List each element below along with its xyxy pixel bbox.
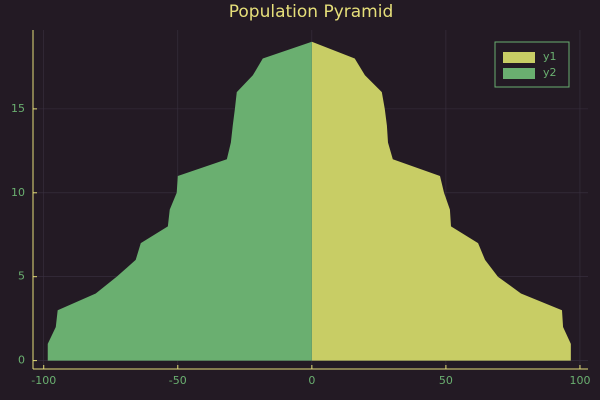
legend-box (494, 41, 570, 88)
y-tick-label: 5 (18, 270, 25, 283)
x-tick-label: -50 (169, 374, 187, 387)
x-tick-label: -100 (31, 374, 56, 387)
y-tick-label: 10 (11, 186, 25, 199)
chart-title: Population Pyramid (229, 2, 394, 22)
x-tick-label: 0 (308, 374, 315, 387)
legend-swatch (503, 52, 535, 63)
legend-label: y2 (543, 66, 557, 79)
area (47, 41, 312, 361)
legend-swatch (503, 68, 535, 79)
x-tick-label: 50 (439, 374, 453, 387)
area (311, 41, 571, 361)
x-tick-label: 100 (569, 374, 590, 387)
y-tick-label: 15 (11, 102, 25, 115)
legend-label: y1 (543, 50, 557, 63)
y-tick-label: 0 (18, 354, 25, 367)
